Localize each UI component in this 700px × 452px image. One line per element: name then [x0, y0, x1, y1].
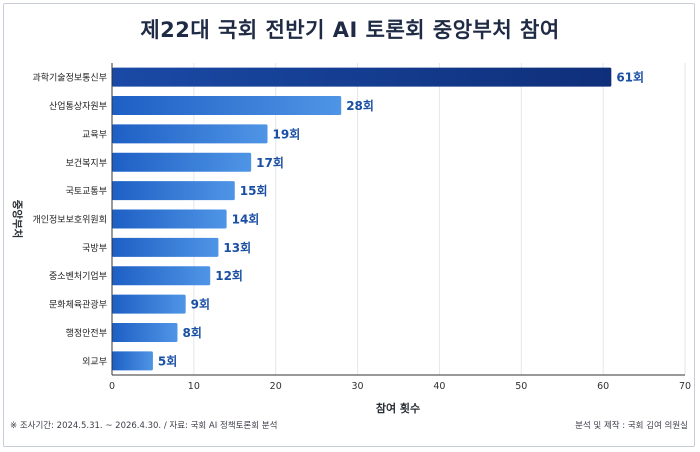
- data-label: 19회: [273, 126, 301, 141]
- category-label: 보건복지부: [66, 158, 107, 169]
- bar: [112, 181, 235, 201]
- data-label: 13회: [223, 240, 251, 255]
- x-tick-label: 30: [352, 381, 364, 392]
- data-label: 8회: [182, 325, 201, 340]
- data-label: 28회: [346, 98, 374, 113]
- data-label: 15회: [240, 183, 268, 198]
- category-label: 국방부: [82, 243, 107, 254]
- bar: [112, 124, 268, 144]
- data-label: 9회: [191, 297, 210, 312]
- category-label: 중소벤처기업부: [49, 270, 107, 282]
- data-label: 5회: [158, 353, 177, 368]
- category-label: 행정안전부: [66, 327, 107, 339]
- bar: [112, 209, 227, 229]
- bar: [112, 322, 178, 342]
- bar: [112, 294, 186, 314]
- bar: [112, 266, 211, 286]
- x-tick-label: 20: [270, 381, 282, 392]
- bar: [112, 152, 252, 172]
- data-label: 14회: [232, 212, 260, 227]
- x-tick-label: 10: [188, 381, 200, 392]
- category-label: 산업통상자원부: [49, 101, 107, 112]
- source-note: ※ 조사기간: 2024.5.31. ~ 2026.4.30. / 자료: 국회…: [10, 421, 278, 431]
- x-tick-label: 40: [433, 381, 445, 392]
- category-label: 과학기술정보통신부: [32, 73, 107, 84]
- category-label: 교육부: [82, 129, 107, 140]
- category-label: 개인정보보호위원회: [32, 215, 107, 226]
- data-label: 12회: [215, 268, 243, 283]
- y-axis-label: 중앙부처: [11, 200, 24, 239]
- bar: [112, 237, 219, 257]
- category-label: 문화체육관광부: [49, 299, 107, 311]
- x-axis-label: 참여 횟수: [376, 401, 420, 415]
- x-tick-label: 60: [597, 381, 609, 392]
- category-label: 국토교통부: [66, 186, 107, 197]
- credit-note: 분석 및 제작 : 국회 김여 의원실: [575, 421, 688, 431]
- data-label: 61회: [616, 70, 644, 85]
- bar: [112, 67, 612, 87]
- bar: [112, 96, 342, 116]
- data-label: 17회: [256, 155, 284, 170]
- x-tick-label: 0: [109, 381, 115, 392]
- category-label: 외교부: [82, 355, 107, 367]
- chart-title: 제22대 국회 전반기 AI 토론회 중앙부처 참여: [140, 18, 560, 42]
- x-tick-label: 70: [679, 381, 691, 392]
- bar: [112, 351, 153, 371]
- x-tick-label: 50: [515, 381, 527, 392]
